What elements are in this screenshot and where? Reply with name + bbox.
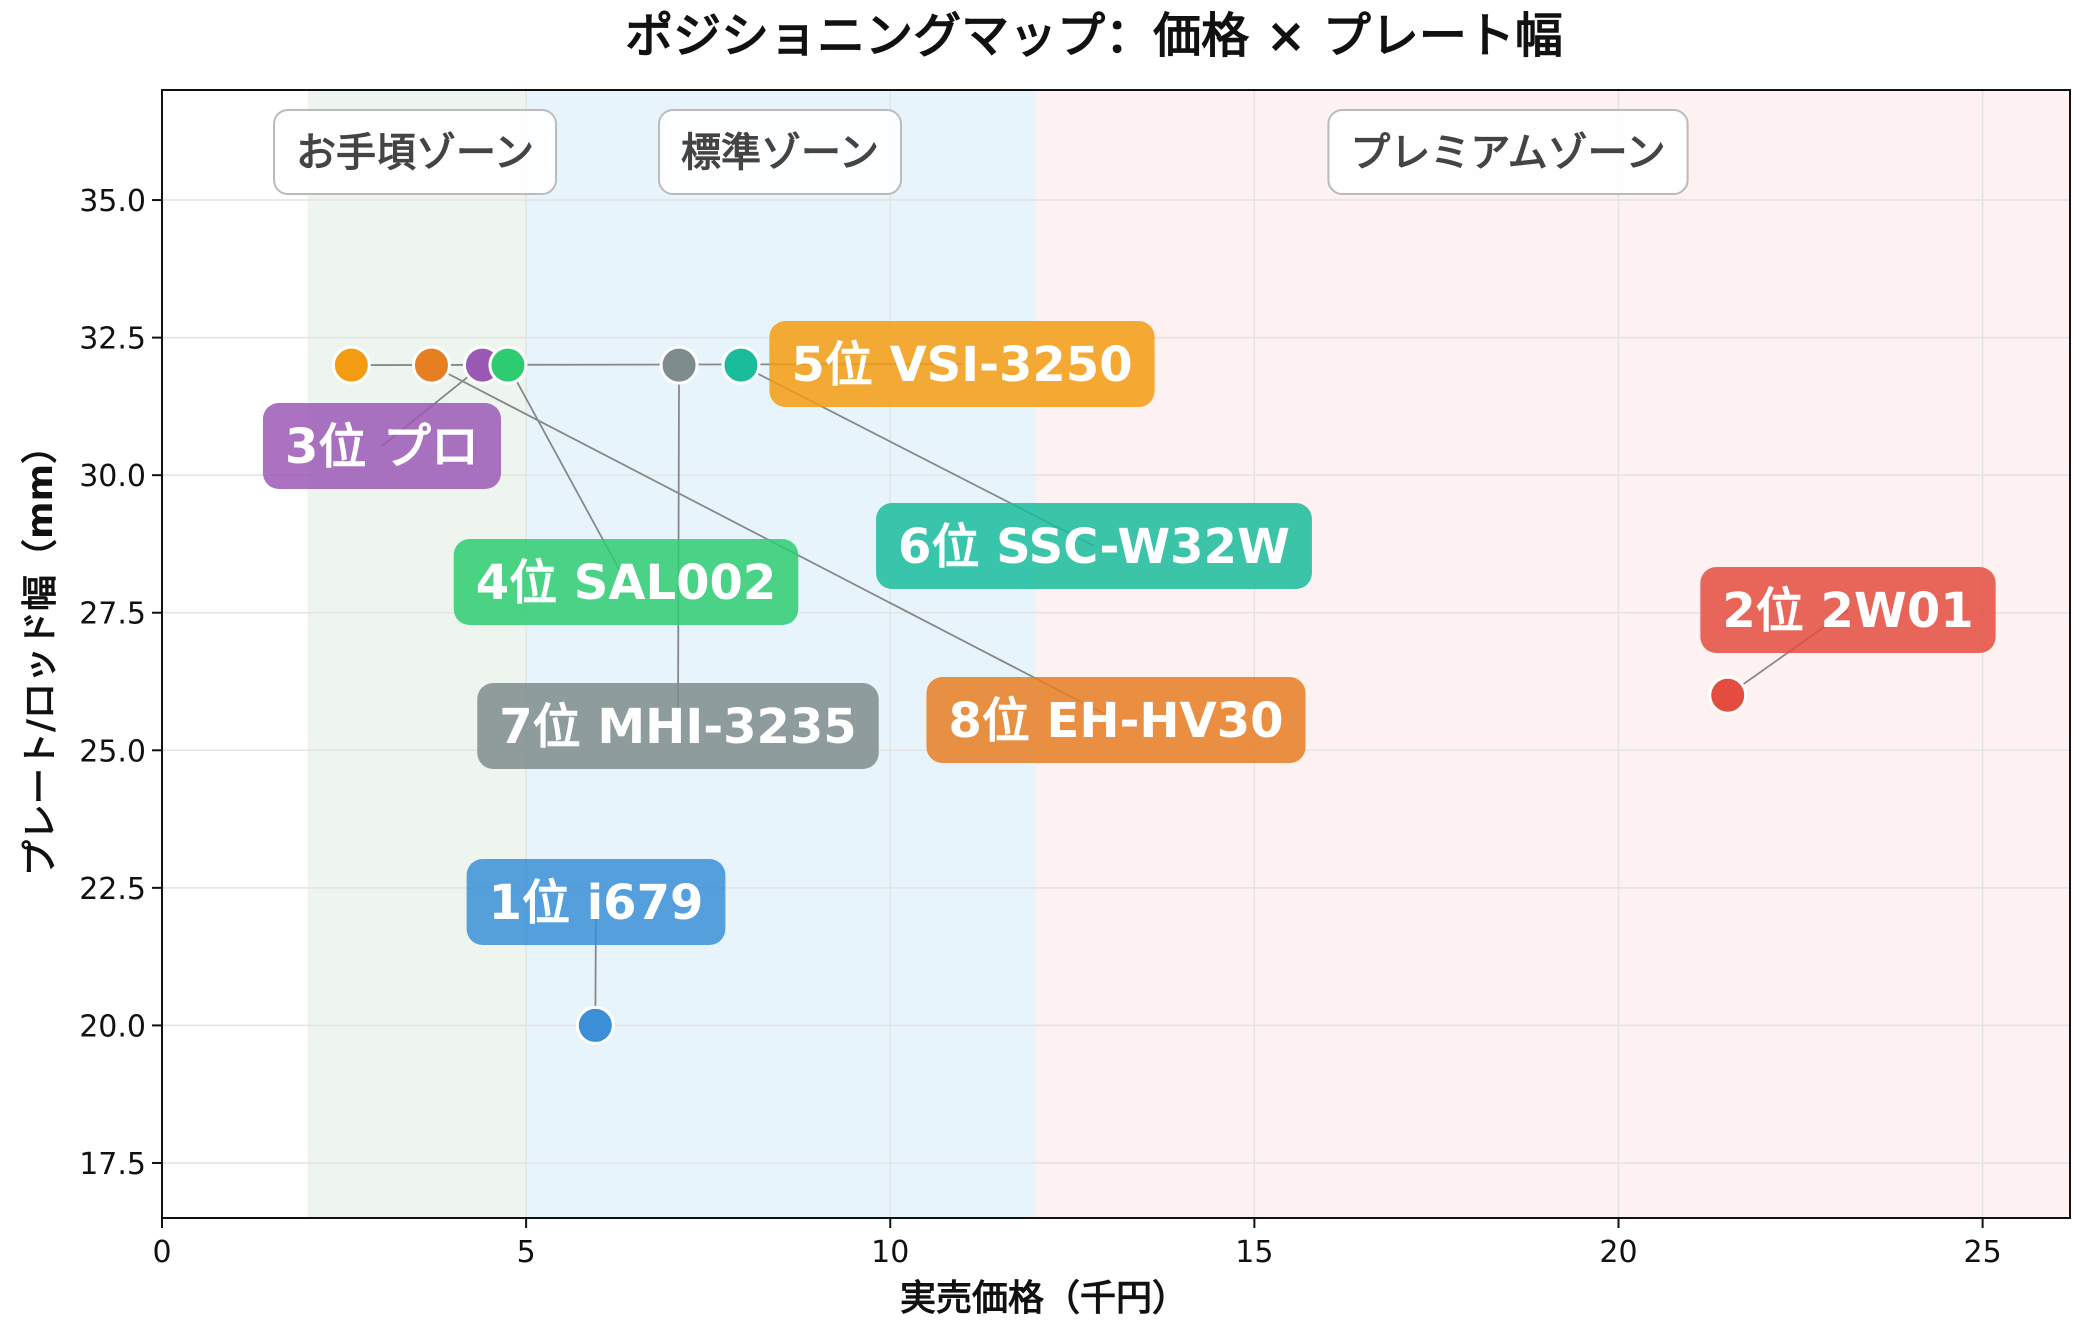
- data-point: [659, 345, 699, 385]
- point-label-text: 3位 プロ: [285, 419, 479, 475]
- point-label-text: 1位 i679: [489, 875, 704, 931]
- zone-label-text: プレミアムゾーン: [1350, 130, 1665, 176]
- zone-band-1: [307, 90, 527, 1218]
- data-point: [488, 345, 528, 385]
- y-tick-label: 20.0: [79, 1009, 146, 1044]
- zone-label-box: [658, 109, 902, 195]
- point-label-text: 7位 MHI-3235: [499, 699, 856, 755]
- point-label: 6位 SSC-W32W: [876, 503, 1312, 589]
- data-points: [331, 345, 1748, 1045]
- zone-band-2: [526, 90, 1036, 1218]
- zone-label-box: [1327, 109, 1689, 195]
- point-label-box: [876, 503, 1312, 589]
- point-labels: 1位 i679 2位 2W01 3位 プロ 4位 SAL002 5位 VSI-3250 6…: [262, 321, 1996, 945]
- y-tick-label: 27.5: [79, 597, 146, 632]
- x-tick-label: 25: [1964, 1235, 2002, 1270]
- y-tick-label: 30.0: [79, 459, 146, 494]
- x-tick-label: 10: [871, 1235, 909, 1270]
- point-label-text: 8位 EH-HV30: [948, 693, 1283, 749]
- point-label-box: [453, 539, 799, 625]
- x-tick-label: 15: [1235, 1235, 1273, 1270]
- point-label-box: [262, 403, 502, 489]
- zone-label-2: 標準ゾーン: [658, 109, 902, 195]
- zone-labels: お手頃ゾーン 標準ゾーン プレミアムゾーン: [273, 109, 1689, 195]
- point-label: 8位 EH-HV30: [926, 677, 1306, 763]
- point-label: 5位 VSI-3250: [769, 321, 1155, 407]
- y-tick-label: 35.0: [79, 184, 146, 219]
- data-point: [721, 345, 761, 385]
- chart-title: ポジショニングマップ：価格 × プレート幅: [625, 8, 1563, 64]
- y-tick-label: 32.5: [79, 322, 146, 357]
- point-label-text: 6位 SSC-W32W: [898, 519, 1290, 575]
- x-axis-label: 実売価格（千円）: [900, 1278, 1188, 1319]
- point-label: 4位 SAL002: [453, 539, 799, 625]
- point-label-box: [477, 683, 879, 769]
- y-tick-label: 25.0: [79, 734, 146, 769]
- point-label-box: [769, 321, 1155, 407]
- zone-label-1: お手頃ゾーン: [273, 109, 557, 195]
- point-label: 3位 プロ: [262, 403, 502, 489]
- point-label-box: [1700, 567, 1996, 653]
- data-point: [575, 1005, 615, 1045]
- point-label: 1位 i679: [466, 859, 726, 945]
- y-tick-label: 17.5: [79, 1147, 146, 1182]
- y-axis-ticks: 17.5 20.0 22.5 25.0 27.5 30.0 32.5 35.0: [79, 184, 162, 1182]
- zones-background: [307, 90, 2070, 1218]
- zone-band-3: [1035, 90, 2070, 1218]
- x-axis-ticks: 0 5 10 15 20 25: [152, 1218, 2002, 1270]
- zone-label-text: お手頃ゾーン: [296, 130, 534, 176]
- data-point: [1708, 675, 1748, 715]
- data-point: [411, 345, 451, 385]
- zone-label-3: プレミアムゾーン: [1327, 109, 1689, 195]
- plot-frame: [161, 89, 2071, 1219]
- point-label-box: [926, 677, 1306, 763]
- x-tick-label: 0: [152, 1235, 171, 1270]
- y-axis-label: プレート/ロッド幅（mm）: [20, 428, 61, 876]
- zone-label-text: 標準ゾーン: [681, 130, 879, 176]
- point-label-text: 5位 VSI-3250: [791, 337, 1132, 393]
- y-tick-label: 22.5: [79, 872, 146, 907]
- point-label: 7位 MHI-3235: [477, 683, 879, 769]
- point-label-box: [466, 859, 726, 945]
- point-label-text: 2位 2W01: [1722, 583, 1973, 639]
- point-label-text: 4位 SAL002: [476, 555, 777, 611]
- x-tick-label: 5: [517, 1235, 536, 1270]
- point-label: 2位 2W01: [1700, 567, 1996, 653]
- zone-label-box: [273, 109, 557, 195]
- x-tick-label: 20: [1599, 1235, 1637, 1270]
- data-point: [331, 345, 371, 385]
